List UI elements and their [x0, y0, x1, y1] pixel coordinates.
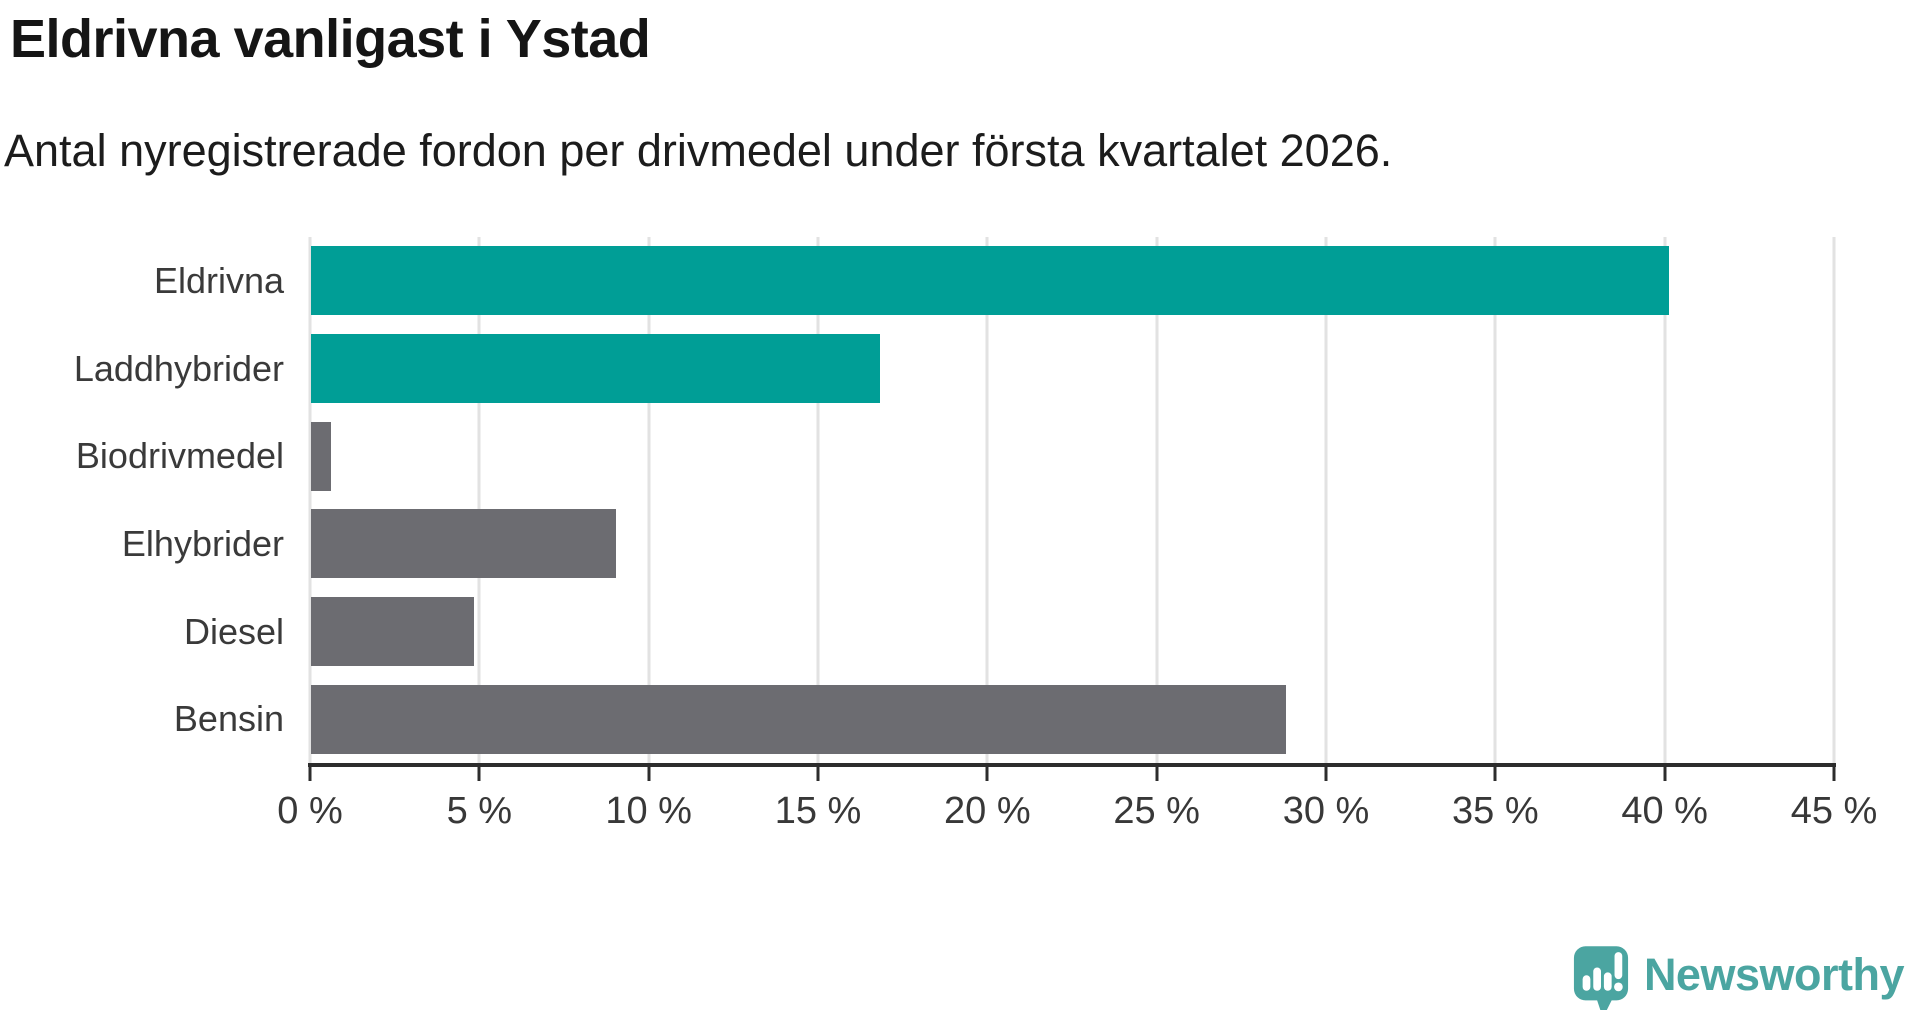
x-axis-tick-25: [1155, 763, 1159, 781]
bar-elhybrider: [311, 509, 616, 579]
category-label-elhybrider: Elhybrider: [121, 522, 284, 564]
bar-diesel: [311, 597, 474, 666]
x-axis-tick-30: [1324, 763, 1328, 781]
x-axis-tick-label-30: 30 %: [1282, 790, 1370, 832]
chart-title: Eldrivna vanligast i Ystad: [10, 9, 651, 69]
x-axis-tick-35: [1493, 763, 1497, 781]
gridline-20: [985, 237, 989, 763]
x-axis-tick-45: [1832, 763, 1836, 781]
gridline-15: [816, 237, 820, 763]
gridline-40: [1663, 237, 1667, 763]
gridline-30: [1324, 237, 1328, 763]
gridline-10: [647, 237, 651, 763]
x-axis-tick-20: [985, 763, 989, 781]
x-axis-tick-10: [647, 763, 651, 781]
x-axis-tick-15: [816, 763, 820, 781]
category-label-bensin: Bensin: [173, 698, 284, 740]
gridline-5: [477, 237, 481, 763]
x-axis-tick-0: [308, 763, 312, 781]
brand-logo: Newsworthy: [1572, 944, 1905, 1010]
category-label-biodrivmedel: Biodrivmedel: [75, 435, 284, 477]
bar-eldrivna: [311, 246, 1670, 316]
chart-subtitle: Antal nyregistrerade fordon per drivmede…: [4, 125, 1393, 176]
bar-laddhybrider: [311, 334, 880, 403]
x-axis-tick-label-5: 5 %: [446, 790, 513, 832]
category-label-eldrivna: Eldrivna: [153, 259, 284, 301]
x-axis-tick-label-35: 35 %: [1452, 790, 1539, 832]
bar-biodrivmedel: [311, 421, 332, 491]
x-axis-tick-label-10: 10 %: [605, 790, 692, 832]
x-axis-tick-label-25: 25 %: [1113, 790, 1200, 832]
brand-name: Newsworthy: [1643, 949, 1905, 1000]
gridline-0: [308, 237, 312, 763]
category-label-diesel: Diesel: [183, 610, 284, 652]
x-axis-tick-label-40: 40 %: [1621, 790, 1708, 832]
bar-bensin: [311, 684, 1287, 754]
x-axis-line: [308, 763, 1836, 767]
gridline-35: [1493, 237, 1497, 763]
x-axis-tick-5: [477, 763, 481, 781]
x-axis-tick-label-45: 45 %: [1790, 790, 1878, 832]
newsworthy-icon: [1573, 946, 1629, 1010]
gridline-25: [1155, 237, 1159, 763]
x-axis-tick-label-20: 20 %: [944, 790, 1031, 832]
category-label-laddhybrider: Laddhybrider: [73, 347, 284, 389]
x-axis-tick-label-0: 0 %: [277, 790, 343, 832]
x-axis-tick-40: [1663, 763, 1667, 781]
x-axis-tick-label-15: 15 %: [774, 790, 862, 832]
gridline-45: [1832, 237, 1836, 763]
